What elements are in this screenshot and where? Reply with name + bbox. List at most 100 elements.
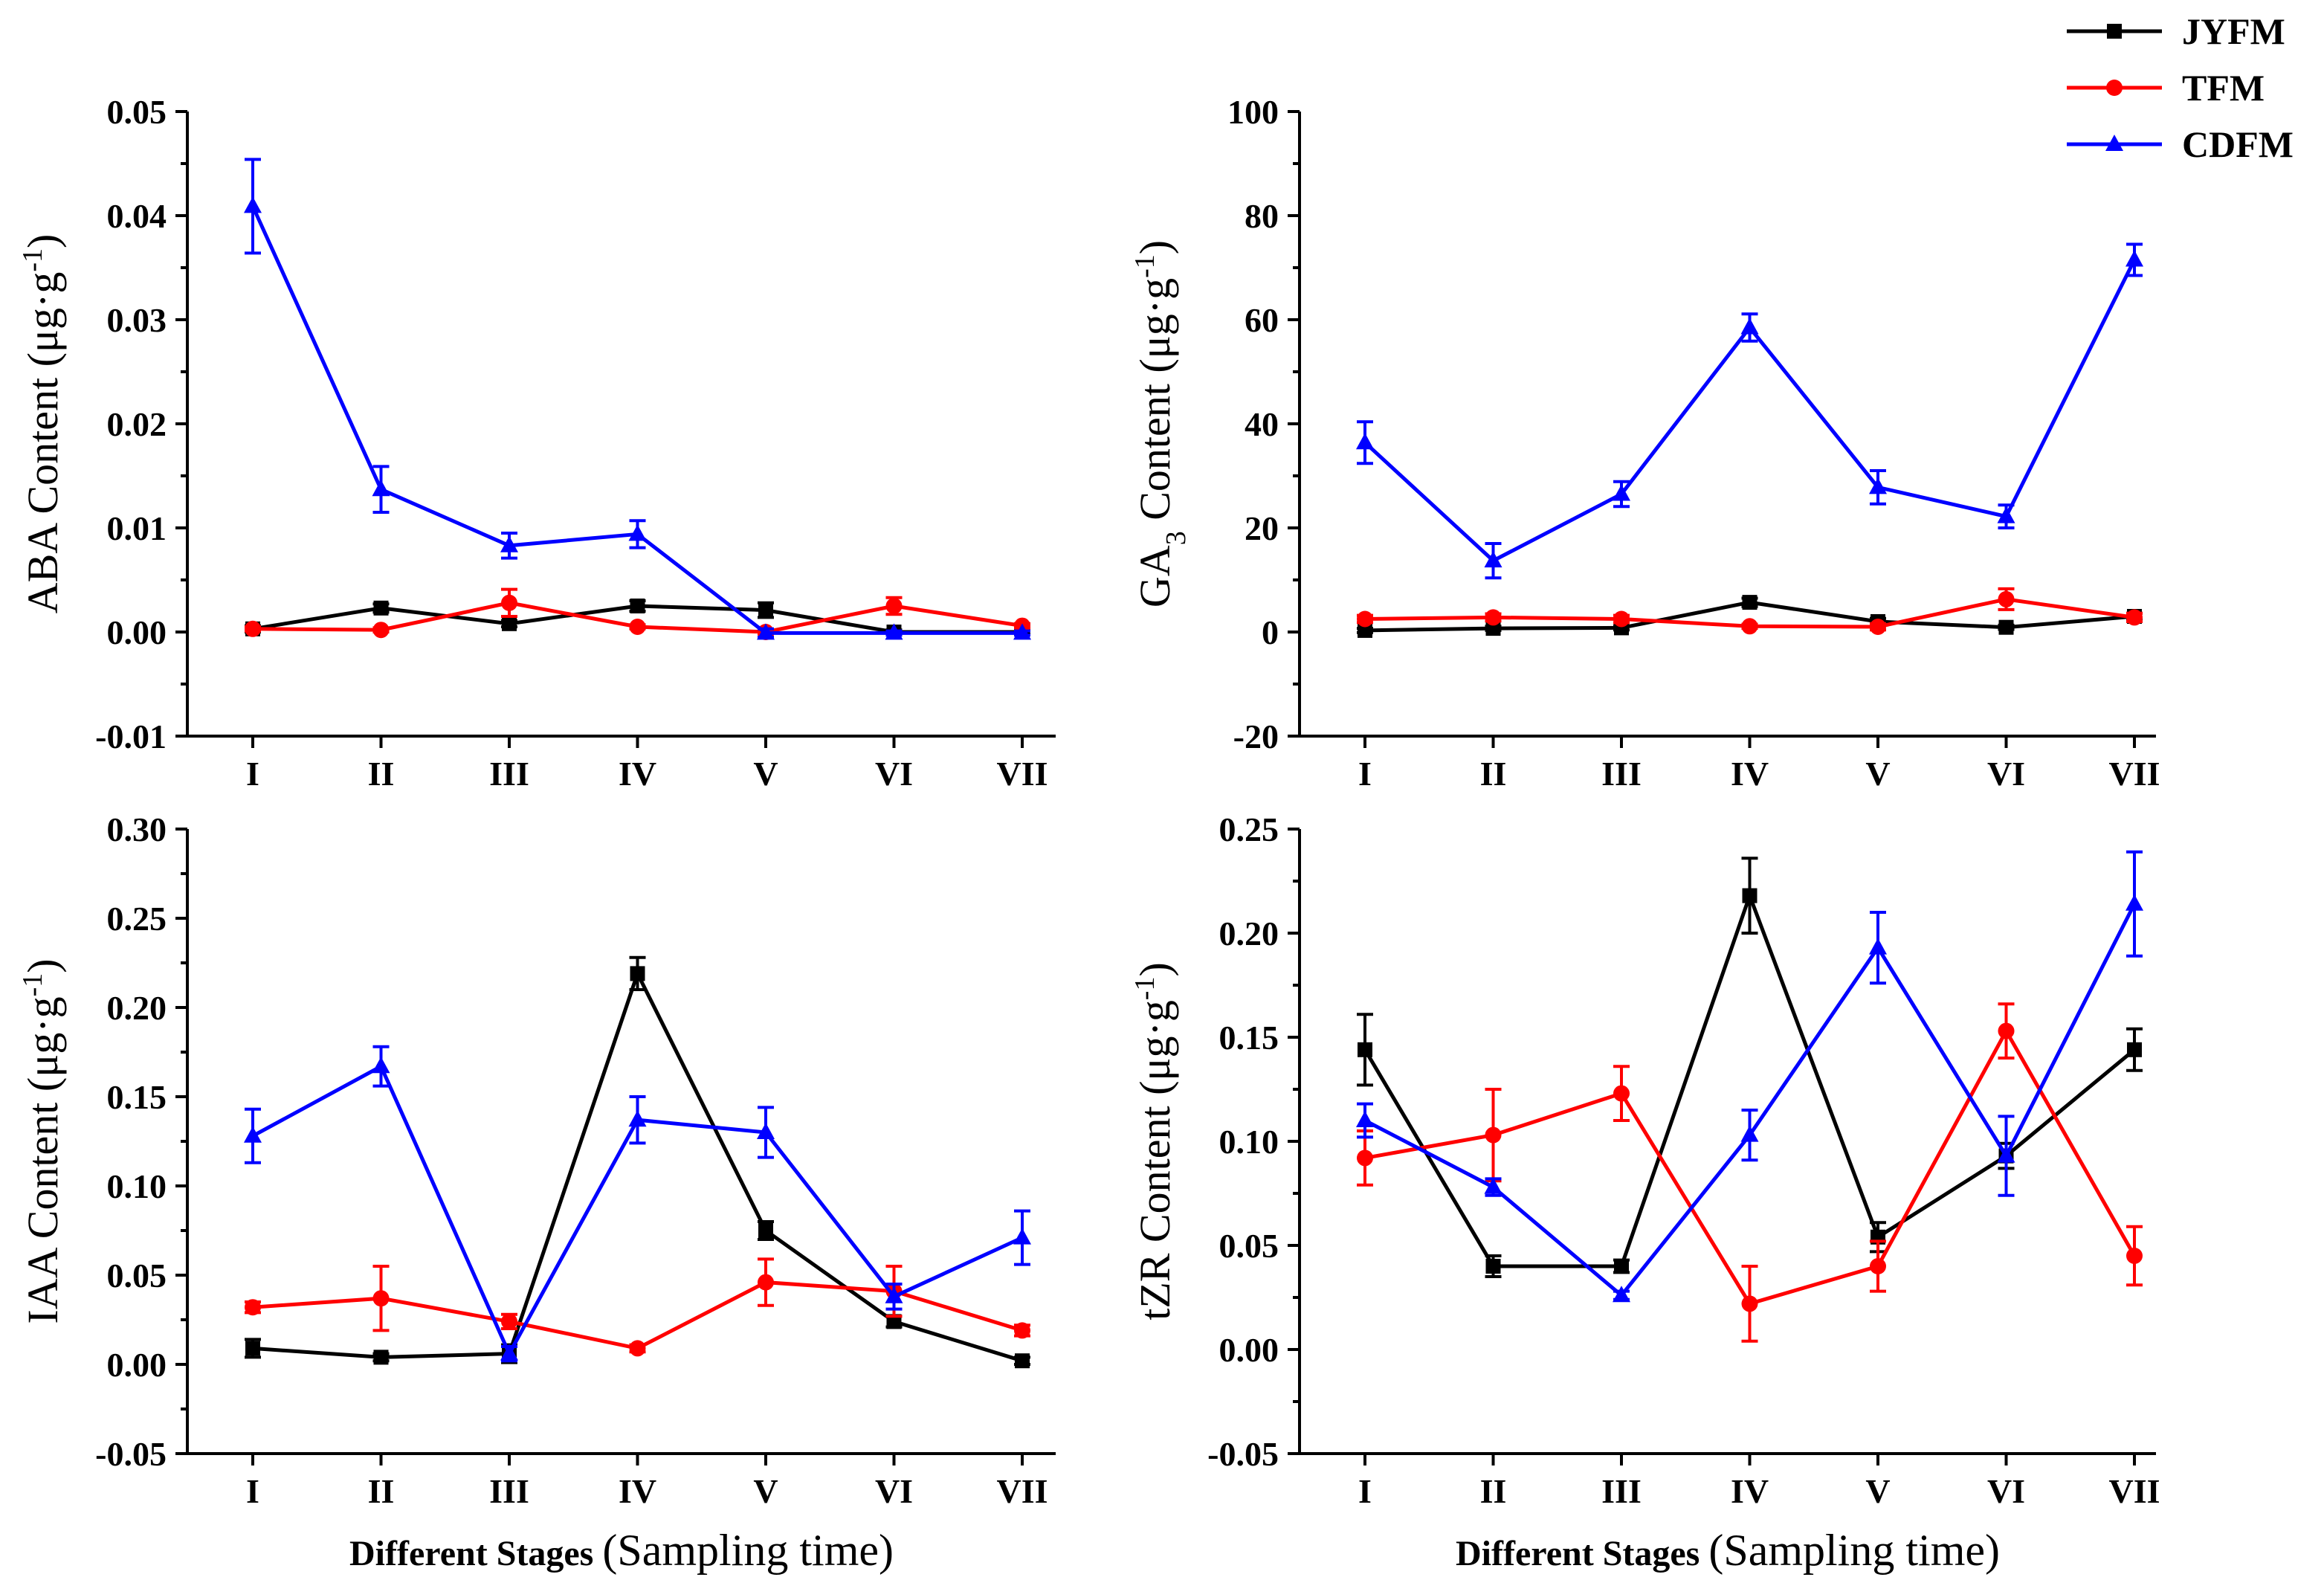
data-point-TFM xyxy=(629,619,646,635)
x-tick-label-V: V xyxy=(1865,1472,1890,1510)
x-tick-label-VII: VII xyxy=(2108,1472,2160,1510)
y-tick-label: 0.10 xyxy=(1219,1123,1279,1161)
x-tick-label-II: II xyxy=(1480,755,1507,793)
data-point-TFM xyxy=(372,622,390,639)
y-tick-label: 0.02 xyxy=(107,405,167,443)
data-point-TFM xyxy=(245,1299,261,1316)
series-CDFM xyxy=(1356,850,2143,1303)
y-tick-label: 0.00 xyxy=(107,613,167,651)
data-point-CDFM xyxy=(244,196,262,213)
x-tick-label-VI: VI xyxy=(1987,755,2025,793)
legend-marker-JYFM xyxy=(2107,24,2122,39)
y-tick-label: 100 xyxy=(1227,93,1279,131)
data-point-TFM xyxy=(1741,1295,1758,1312)
data-point-TFM xyxy=(501,1313,517,1330)
series-JYFM xyxy=(245,955,1030,1369)
y-tick-label: 0.00 xyxy=(107,1346,167,1384)
legend-label: CDFM xyxy=(2182,123,2294,165)
data-point-JYFM xyxy=(1614,1259,1629,1274)
y-tick-label: 0.25 xyxy=(1219,810,1279,848)
series-line-CDFM xyxy=(1363,259,2137,564)
data-point-JYFM xyxy=(1358,622,1372,638)
x-tick-label-V: V xyxy=(753,1472,778,1510)
data-point-CDFM xyxy=(1484,1177,1502,1194)
panel-aba: -0.010.000.010.020.030.040.05I II III IV V VI… xyxy=(17,93,1056,793)
data-point-CDFM xyxy=(372,480,390,497)
data-point-TFM xyxy=(2126,1248,2143,1264)
data-point-TFM xyxy=(1870,619,1886,635)
data-point-TFM xyxy=(245,620,261,637)
legend-item-JYFM: JYFM xyxy=(2067,10,2285,52)
x-tick-label-V: V xyxy=(1865,755,1890,793)
x-axis-label: Different Stages (Sampling time) xyxy=(349,1526,894,1575)
y-tick-label: 0.30 xyxy=(107,810,167,848)
y-axis-label: tZR Content (μg·g-1) xyxy=(1129,962,1179,1321)
x-tick-label-I: I xyxy=(246,1472,259,1510)
legend-item-CDFM: CDFM xyxy=(2067,123,2294,165)
data-point-CDFM xyxy=(1013,1228,1031,1245)
x-tick-label-IV: IV xyxy=(619,1472,656,1510)
data-point-TFM xyxy=(1014,1322,1030,1339)
data-point-CDFM xyxy=(1740,317,1759,335)
data-point-JYFM xyxy=(1998,619,2014,635)
data-point-CDFM xyxy=(1613,484,1630,501)
data-point-TFM xyxy=(1613,1085,1630,1102)
data-point-TFM xyxy=(1485,609,1502,626)
data-point-CDFM xyxy=(2126,250,2143,267)
data-point-CDFM xyxy=(244,1126,262,1143)
x-tick-label-IV: IV xyxy=(619,755,656,793)
data-point-CDFM xyxy=(1869,938,1887,955)
legend-marker-TFM xyxy=(2106,80,2123,96)
series-CDFM xyxy=(1356,242,2143,580)
y-tick-label: 0.01 xyxy=(107,509,167,547)
x-tick-label-VI: VI xyxy=(1987,1472,2025,1510)
series-line-JYFM xyxy=(1363,890,2136,1268)
y-tick-label: 0.10 xyxy=(107,1167,167,1205)
data-point-JYFM xyxy=(1358,1042,1372,1057)
data-point-TFM xyxy=(372,1290,390,1307)
series-TFM xyxy=(245,587,1030,640)
data-point-TFM xyxy=(1357,1149,1373,1167)
y-tick-label: 0.00 xyxy=(1219,1331,1279,1369)
y-tick-label: 20 xyxy=(1245,509,1279,547)
data-point-CDFM xyxy=(1013,623,1031,640)
y-tick-label: 0.25 xyxy=(107,900,167,938)
data-point-JYFM xyxy=(1742,888,1757,903)
y-tick-label: 0.05 xyxy=(1219,1227,1279,1265)
data-point-CDFM xyxy=(885,623,903,640)
data-point-CDFM xyxy=(1997,1146,2015,1163)
x-tick-label-V: V xyxy=(753,755,778,793)
y-axis-label: ABA Content (μg·g-1) xyxy=(17,234,67,614)
data-point-JYFM xyxy=(1742,595,1757,610)
y-tick-label: -0.05 xyxy=(95,1435,167,1473)
data-point-TFM xyxy=(1357,610,1373,628)
data-point-CDFM xyxy=(628,524,647,541)
x-tick-label-VII: VII xyxy=(996,1472,1048,1510)
series-line-CDFM xyxy=(251,205,1022,635)
data-point-CDFM xyxy=(1869,477,1887,494)
y-tick-label: 0.05 xyxy=(107,93,167,131)
series-line-JYFM xyxy=(252,968,1023,1363)
series-CDFM xyxy=(244,158,1031,640)
data-point-CDFM xyxy=(628,1110,647,1127)
y-tick-label: 0.03 xyxy=(107,301,167,339)
data-point-TFM xyxy=(758,1274,774,1291)
y-tick-label: -0.01 xyxy=(95,718,167,755)
data-point-CDFM xyxy=(1356,1111,1374,1127)
legend-marker-CDFM xyxy=(2105,135,2123,151)
data-point-CDFM xyxy=(1356,433,1374,450)
data-point-JYFM xyxy=(630,966,645,981)
x-tick-label-I: I xyxy=(246,755,259,793)
x-tick-label-IV: IV xyxy=(1731,755,1769,793)
x-tick-label-I: I xyxy=(1358,1472,1372,1510)
data-point-TFM xyxy=(1870,1258,1886,1274)
data-point-JYFM xyxy=(1015,1353,1030,1369)
y-tick-label: -0.05 xyxy=(1207,1435,1279,1473)
data-point-TFM xyxy=(2126,609,2143,626)
data-point-TFM xyxy=(629,1340,646,1357)
data-point-CDFM xyxy=(372,1057,390,1074)
y-tick-label: 0.15 xyxy=(1219,1019,1279,1057)
panel-iaa: -0.050.000.050.100.150.200.250.30I II III I… xyxy=(17,810,1056,1575)
